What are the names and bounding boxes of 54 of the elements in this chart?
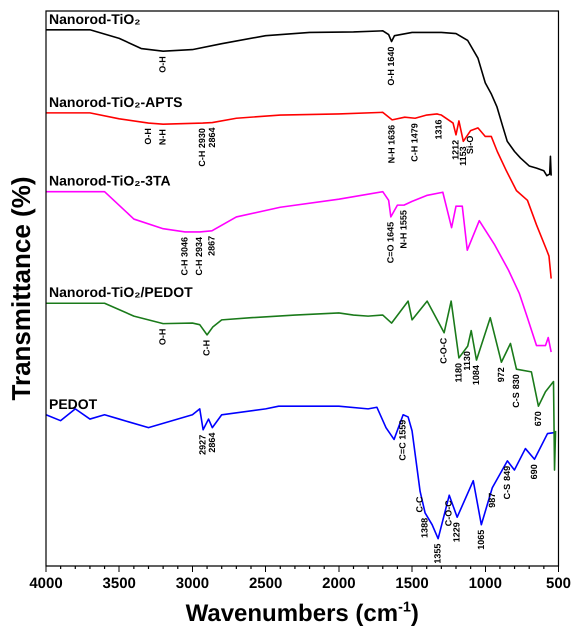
annotation: 1153 [458, 146, 468, 166]
annotation: 849 [502, 466, 512, 481]
annotation: 1212 [450, 140, 460, 160]
annotation: 1355 [432, 544, 443, 564]
annotation: C-H [202, 340, 212, 356]
annotation: O-H [158, 328, 168, 346]
x-tick-label: 2500 [248, 575, 282, 592]
annotation: 690 [528, 464, 539, 480]
annotation: 1180 [453, 362, 464, 382]
annotation: C-H 2934 [194, 236, 204, 276]
annotation: C-O-C [438, 337, 449, 364]
annotation: N-H [158, 129, 168, 146]
annotation: 1229 [452, 522, 462, 542]
annotation: O-H 1640 [386, 46, 396, 86]
series-label: Nanorod-TiO₂-APTS [49, 94, 183, 110]
x-tick-label: 3000 [176, 575, 210, 592]
annotation: C-H 2930 [197, 128, 208, 167]
annotation: N-H 1555 [398, 210, 408, 249]
x-tick-label: 4000 [29, 575, 63, 592]
x-tick-label: 1000 [468, 575, 502, 592]
annotation: Si-O [465, 136, 476, 154]
annotation: C-S [510, 392, 521, 408]
annotation: 1065 [476, 530, 486, 550]
annotation: 830 [510, 374, 521, 390]
annotation: 2864 [206, 432, 217, 453]
annotation: 972 [496, 367, 506, 382]
annotation: C-H 1479 [410, 123, 420, 162]
x-tick-label: 2000 [322, 575, 356, 592]
series-label: Nanorod-TiO₂-3TA [49, 172, 171, 189]
series-label: Nanorod-TiO₂ [49, 10, 141, 27]
annotation: O-H [158, 56, 168, 73]
annotation: 2927 [198, 434, 208, 455]
annotation: C-S [502, 484, 512, 500]
x-tick-label: 500 [546, 575, 571, 592]
annotation: 1316 [433, 119, 444, 140]
annotation: O-H [142, 128, 153, 145]
x-tick-label: 1500 [395, 575, 429, 592]
annotation: C=C 1559 [398, 420, 408, 461]
annotation: 2867 [206, 236, 216, 256]
annotation: C-C [414, 496, 425, 512]
annotation: 987 [486, 492, 497, 508]
annotation: C-O-C [444, 500, 454, 526]
annotation: N-H 1636 [386, 124, 397, 164]
annotation: 1130 [462, 351, 472, 371]
series-label: PEDOT [49, 396, 98, 412]
y-axis-title: Transmittance (%) [6, 176, 36, 400]
annotation: C-H 3046 [180, 236, 190, 276]
x-tick-label: 3500 [102, 575, 136, 592]
annotation: 1388 [420, 518, 430, 538]
series-label: Nanorod-TiO₂/PEDOT [49, 284, 194, 300]
annotation: 670 [532, 411, 543, 426]
annotation: 2864 [206, 128, 217, 148]
annotation: C=O 1645 [385, 222, 396, 264]
annotation: 1084 [470, 365, 481, 386]
